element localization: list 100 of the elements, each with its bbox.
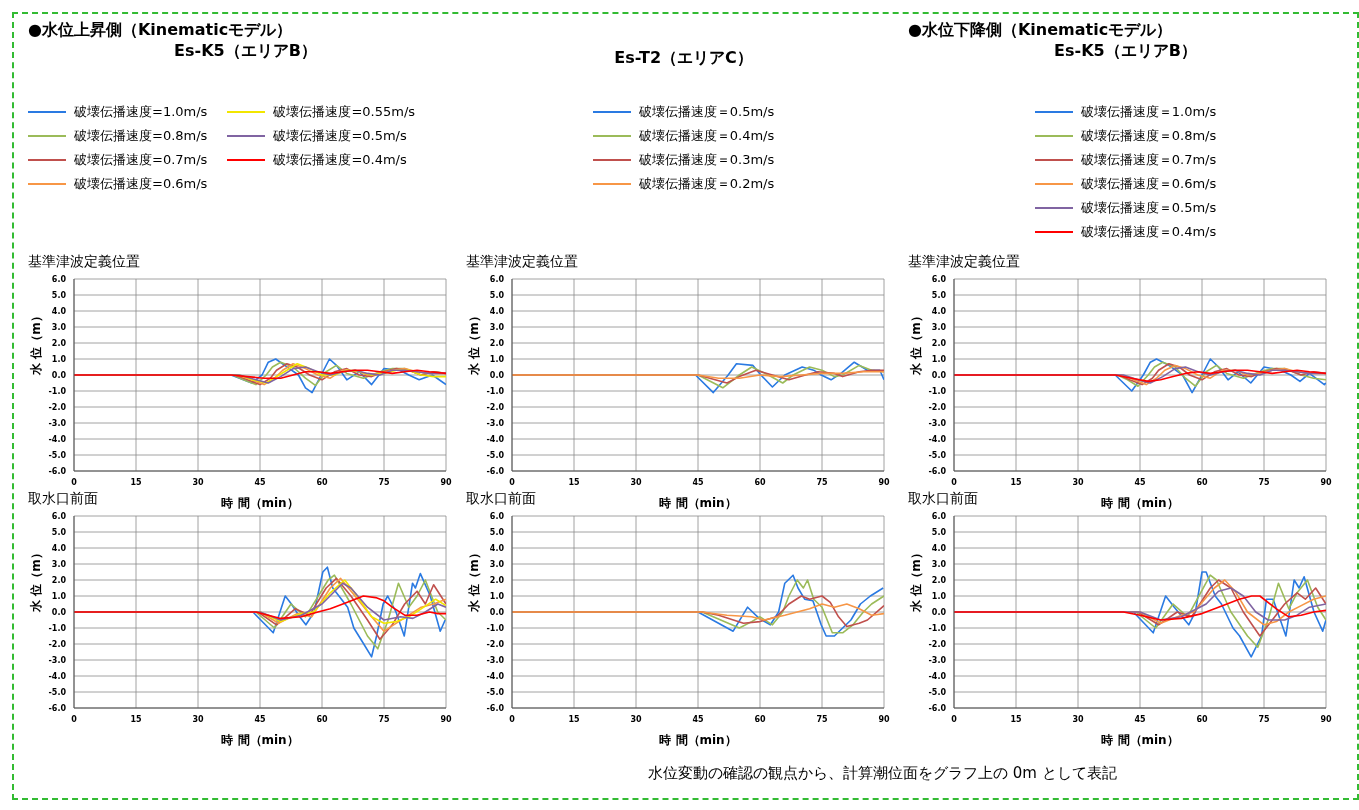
x-tick-label: 0 — [951, 477, 958, 487]
y-tick-label: -6.0 — [928, 466, 947, 476]
x-tick-label: 75 — [378, 714, 390, 724]
x-tick-label: 30 — [630, 477, 642, 487]
y-tick-label: 1.0 — [489, 354, 505, 364]
y-tick-label: 2.0 — [931, 575, 947, 585]
x-tick-label: 15 — [130, 477, 142, 487]
legend-label: 破壊伝播速度=1.0m/s — [74, 103, 208, 121]
x-axis-title: 時 間（min） — [221, 496, 299, 510]
y-tick-label: 0.0 — [489, 607, 505, 617]
y-tick-label: -2.0 — [928, 639, 947, 649]
line-series — [954, 595, 1326, 621]
x-tick-label: 90 — [878, 714, 890, 724]
legend-label: 破壊伝播速度＝0.2m/s — [638, 175, 775, 193]
text: Es-K5（エリアB） — [173, 41, 318, 62]
x-tick-label: 45 — [254, 477, 266, 487]
x-tick-label: 15 — [568, 714, 580, 724]
y-tick-label: -2.0 — [48, 402, 67, 412]
chart-title: 取水口前面 — [466, 490, 536, 506]
x-tick-label: 15 — [130, 714, 142, 724]
y-tick-label: -4.0 — [486, 671, 505, 681]
x-tick-label: 90 — [1320, 477, 1332, 487]
y-tick-label: 4.0 — [489, 306, 505, 316]
y-tick-label: 1.0 — [51, 591, 67, 601]
x-tick-label: 15 — [1010, 477, 1022, 487]
y-tick-label: 0.0 — [931, 607, 947, 617]
x-tick-label: 60 — [1196, 477, 1208, 487]
x-tick-label: 30 — [192, 714, 204, 724]
legend-label: 破壊伝播速度=0.55m/s — [273, 103, 416, 121]
y-axis-title: 水 位（m） — [909, 547, 924, 613]
x-axis-title: 時 間（min） — [1101, 496, 1179, 510]
x-tick-label: 0 — [509, 714, 516, 724]
text: ●水位下降側（Kinematicモデル） — [908, 20, 1174, 41]
x-tick-label: 75 — [378, 477, 390, 487]
legend-label: 破壊伝播速度＝0.5m/s — [1080, 199, 1217, 217]
x-tick-label: 60 — [1196, 714, 1208, 724]
y-tick-label: 2.0 — [489, 338, 505, 348]
y-tick-label: -2.0 — [48, 639, 67, 649]
y-tick-label: 3.0 — [931, 559, 947, 569]
x-tick-label: 60 — [316, 477, 328, 487]
y-tick-label: 6.0 — [51, 274, 67, 284]
y-tick-label: -1.0 — [486, 386, 505, 396]
x-tick-label: 45 — [692, 477, 704, 487]
y-tick-label: 1.0 — [931, 591, 947, 601]
y-tick-label: 6.0 — [489, 274, 505, 284]
y-tick-label: 6.0 — [931, 511, 947, 521]
y-tick-label: 1.0 — [931, 354, 947, 364]
x-axis-title: 時 間（min） — [659, 496, 737, 510]
legend-label: 破壊伝播速度＝0.8m/s — [1080, 127, 1217, 145]
line-series — [74, 595, 446, 620]
y-tick-label: -1.0 — [928, 386, 947, 396]
x-tick-label: 90 — [878, 477, 890, 487]
y-tick-label: 5.0 — [51, 290, 67, 300]
y-tick-label: 4.0 — [931, 306, 947, 316]
x-tick-label: 75 — [1258, 477, 1270, 487]
chart-title: 基準津波定義位置 — [466, 253, 579, 271]
x-tick-label: 30 — [1072, 477, 1084, 487]
y-tick-label: 3.0 — [51, 322, 67, 332]
x-tick-label: 75 — [1258, 714, 1270, 724]
y-tick-label: -5.0 — [928, 687, 947, 697]
legend-label: 破壊伝播速度=0.4m/s — [273, 151, 407, 169]
x-tick-label: 60 — [754, 714, 766, 724]
text: Es-T2（エリアC） — [613, 48, 754, 69]
y-tick-label: 3.0 — [931, 322, 947, 332]
x-tick-label: 60 — [316, 714, 328, 724]
y-tick-label: 2.0 — [931, 338, 947, 348]
y-tick-label: -6.0 — [48, 466, 67, 476]
legend-label: 破壊伝播速度=0.7m/s — [74, 151, 208, 169]
y-tick-label: 5.0 — [489, 290, 505, 300]
y-tick-label: -3.0 — [928, 418, 947, 428]
legend-label: 破壊伝播速度＝1.0m/s — [1080, 103, 1217, 121]
y-tick-label: -1.0 — [486, 623, 505, 633]
chart-title: 基準津波定義位置 — [908, 253, 1021, 271]
x-tick-label: 30 — [1072, 714, 1084, 724]
y-tick-label: -6.0 — [486, 703, 505, 713]
x-tick-label: 60 — [754, 477, 766, 487]
x-axis-title: 時 間（min） — [659, 733, 737, 747]
line-series — [512, 603, 884, 621]
y-axis-title: 水 位（m） — [29, 547, 44, 613]
y-axis-title: 水 位（m） — [467, 547, 482, 613]
chart-title: 基準津波定義位置 — [28, 253, 141, 271]
y-tick-label: -5.0 — [48, 450, 67, 460]
x-tick-label: 75 — [816, 477, 828, 487]
y-tick-label: 5.0 — [931, 290, 947, 300]
legend-label: 破壊伝播速度＝0.4m/s — [638, 127, 775, 145]
y-tick-label: -5.0 — [486, 687, 505, 697]
x-tick-label: 0 — [71, 714, 78, 724]
x-tick-label: 15 — [568, 477, 580, 487]
y-tick-label: -1.0 — [928, 623, 947, 633]
y-tick-label: -5.0 — [928, 450, 947, 460]
legend-label: 破壊伝播速度＝0.4m/s — [1080, 223, 1217, 241]
y-tick-label: 6.0 — [489, 511, 505, 521]
text: 水位変動の確認の観点から、計算潮位面をグラフ上の 0m として表記 — [648, 764, 1118, 783]
legend-label: 破壊伝播速度=0.5m/s — [273, 127, 407, 145]
y-tick-label: -4.0 — [928, 671, 947, 681]
x-tick-label: 75 — [816, 714, 828, 724]
y-tick-label: 2.0 — [51, 338, 67, 348]
y-tick-label: 5.0 — [931, 527, 947, 537]
chart-title: 取水口前面 — [908, 490, 978, 506]
y-tick-label: 0.0 — [489, 370, 505, 380]
